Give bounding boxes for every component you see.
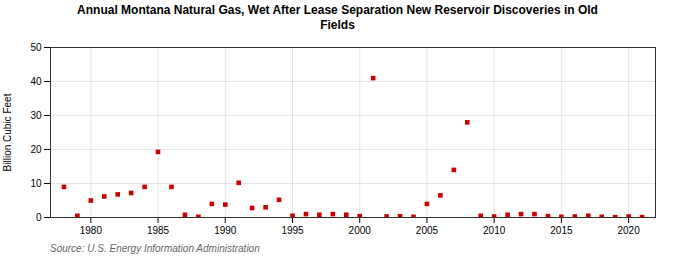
- html-text:Annual Montana Natural Gas, We: Annual Montana Natural Gas, Wet After Le…: [77, 3, 598, 32]
- svg-text:2020: 2020: [617, 225, 640, 236]
- svg-text:2015: 2015: [550, 225, 573, 236]
- svg-text:2010: 2010: [483, 225, 506, 236]
- svg-text:Billion Cubic Feet: Billion Cubic Feet: [2, 93, 13, 171]
- svg-text:0: 0: [36, 212, 42, 223]
- svg-text:1995: 1995: [281, 225, 304, 236]
- svg-text:40: 40: [30, 76, 42, 87]
- svg-text:20: 20: [30, 144, 42, 155]
- svg-text:2000: 2000: [349, 225, 372, 236]
- svg-text:1985: 1985: [147, 225, 170, 236]
- html-text:Source: U.S. Energy Informatio: Source: U.S. Energy Information Administ…: [50, 243, 260, 254]
- svg-text:1980: 1980: [80, 225, 103, 236]
- svg-text:10: 10: [30, 178, 42, 189]
- svg-text:50: 50: [30, 42, 42, 53]
- svg-text:30: 30: [30, 110, 42, 121]
- svg-text:1990: 1990: [214, 225, 237, 236]
- svg-text:2005: 2005: [416, 225, 439, 236]
